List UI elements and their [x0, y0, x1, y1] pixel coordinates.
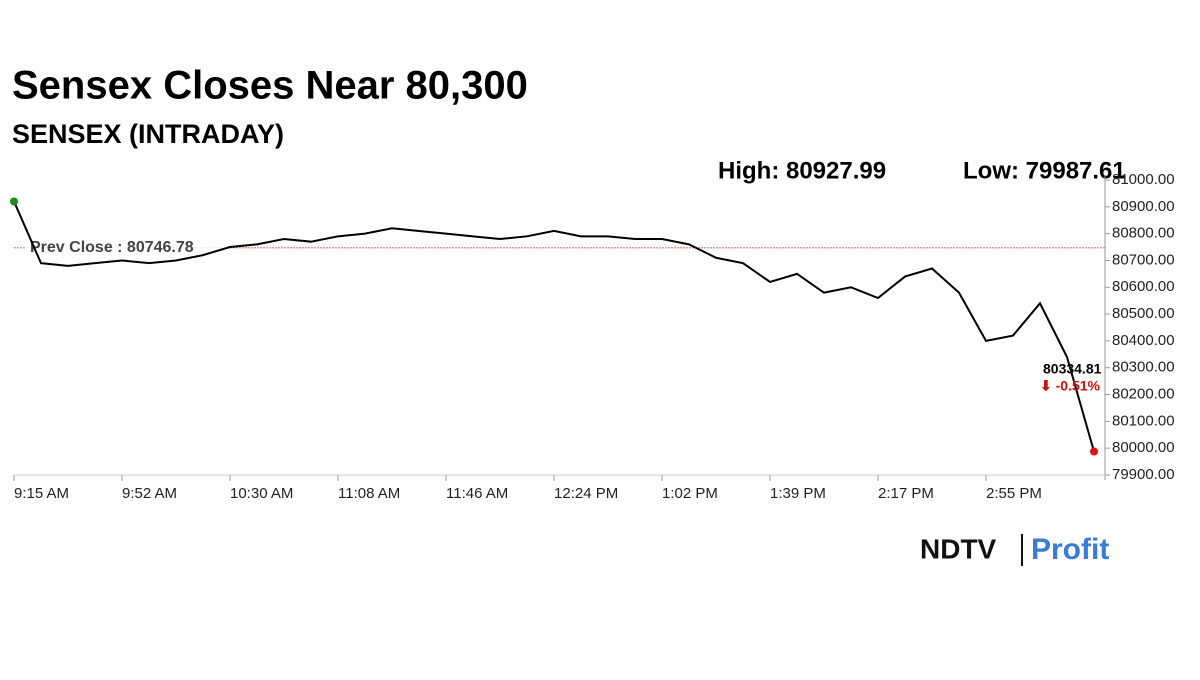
- y-tick-label: 80500.00: [1112, 305, 1175, 322]
- low-label: Low: 79987.61: [963, 157, 1126, 184]
- y-tick-label: 79900.00: [1112, 466, 1175, 483]
- end-dot: [1090, 447, 1098, 456]
- brand-profit: Profit: [1031, 533, 1109, 566]
- y-tick-label: 80300.00: [1112, 359, 1175, 376]
- x-tick-label: 12:24 PM: [554, 485, 618, 502]
- start-dot: [10, 197, 18, 206]
- x-tick-label: 9:52 AM: [122, 485, 177, 502]
- x-tick-label: 2:55 PM: [986, 485, 1042, 502]
- x-tick-label: 11:46 AM: [446, 485, 508, 502]
- chart-subtitle: SENSEX (INTRADAY): [12, 119, 284, 149]
- x-tick-label: 11:08 AM: [338, 485, 400, 502]
- y-tick-label: 80000.00: [1112, 439, 1175, 456]
- change-label: ⬇ -0.51%: [1040, 378, 1101, 394]
- y-tick-label: 80100.00: [1112, 412, 1175, 429]
- x-tick-label: 1:02 PM: [662, 485, 718, 502]
- y-tick-label: 80800.00: [1112, 225, 1175, 242]
- high-label: High: 80927.99: [718, 157, 886, 184]
- y-tick-label: 80600.00: [1112, 278, 1175, 295]
- close-label: 80334.81: [1043, 361, 1102, 377]
- reference-label: Prev Close : 80746.78: [30, 239, 194, 256]
- x-tick-label: 9:15 AM: [14, 485, 69, 502]
- y-tick-label: 80900.00: [1112, 198, 1175, 215]
- chart-title: Sensex Closes Near 80,300: [12, 64, 528, 108]
- y-tick-label: 81000.00: [1112, 171, 1175, 188]
- brand-ndtv: NDTV: [920, 533, 997, 564]
- y-tick-label: 80400.00: [1112, 332, 1175, 349]
- reference-label-bg: [26, 236, 226, 259]
- x-tick-label: 1:39 PM: [770, 485, 826, 502]
- line: [13, 201, 1095, 452]
- x-tick-label: 2:17 PM: [878, 485, 934, 502]
- y-tick-label: 80700.00: [1112, 251, 1175, 268]
- y-tick-label: 80200.00: [1112, 386, 1175, 403]
- x-tick-label: 10:30 AM: [230, 485, 293, 502]
